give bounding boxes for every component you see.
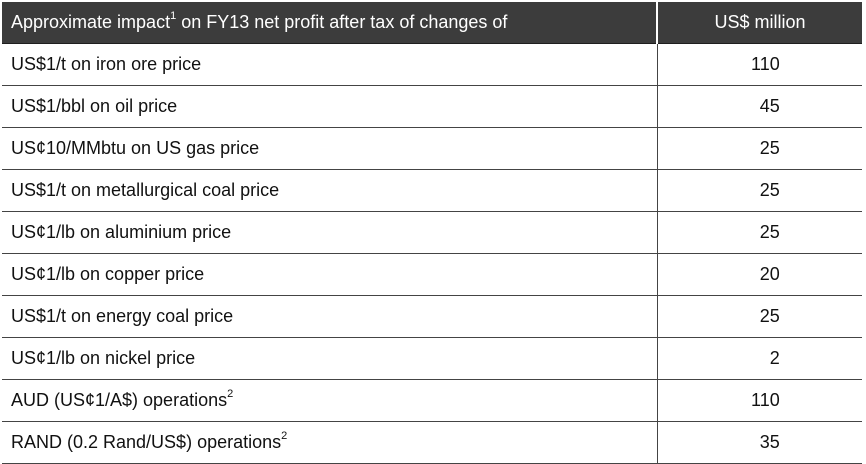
row-label-cell: US$1/t on energy coal price [2, 295, 658, 338]
row-label-cell: US¢1/lb on nickel price [2, 337, 658, 380]
table-row: US¢1/lb on nickel price 2 [2, 337, 862, 380]
row-label: US$1/t on metallurgical coal price [11, 180, 280, 200]
table-row: US¢1/lb on aluminium price 25 [2, 211, 862, 254]
row-value-cell: 45 [657, 85, 862, 128]
header-row: Approximate impact1 on FY13 net profit a… [2, 2, 862, 44]
header-label-cell: Approximate impact1 on FY13 net profit a… [2, 2, 658, 44]
row-footnote-marker: 2 [227, 388, 234, 400]
row-label-cell: RAND (0.2 Rand/US$) operations2 [2, 421, 658, 464]
row-footnote-marker: 2 [281, 430, 288, 442]
row-value: 110 [751, 390, 780, 410]
row-value-cell: 25 [657, 169, 862, 212]
table-row: US$1/t on metallurgical coal price 25 [2, 169, 862, 212]
row-value: 25 [759, 222, 780, 242]
table-row: US$1/t on energy coal price 25 [2, 295, 862, 338]
table-row: US$1/bbl on oil price 45 [2, 85, 862, 128]
table-row: RAND (0.2 Rand/US$) operations2 35 [2, 421, 862, 464]
row-label: AUD (US¢1/A$) operations [11, 390, 228, 410]
row-value-cell: 25 [657, 211, 862, 254]
table-body: US$1/t on iron ore price 110 US$1/bbl on… [2, 43, 862, 464]
row-value-cell: 25 [657, 127, 862, 170]
row-value-cell: 2 [657, 337, 862, 380]
table-row: AUD (US¢1/A$) operations2 110 [2, 379, 862, 422]
row-value-cell: 110 [657, 43, 862, 86]
table-row: US¢10/MMbtu on US gas price 25 [2, 127, 862, 170]
header-label-main: Approximate impact [11, 12, 171, 32]
row-label: US¢1/lb on nickel price [11, 348, 196, 368]
row-value: 2 [769, 348, 780, 368]
table-row: US$1/t on iron ore price 110 [2, 43, 862, 86]
row-label: US¢1/lb on copper price [11, 264, 205, 284]
row-label: US¢1/lb on aluminium price [11, 222, 232, 242]
row-label-cell: US¢10/MMbtu on US gas price [2, 127, 658, 170]
row-value-cell: 20 [657, 253, 862, 296]
row-label: US$1/bbl on oil price [11, 96, 178, 116]
row-value: 25 [759, 138, 780, 158]
row-value-cell: 110 [657, 379, 862, 422]
row-value-cell: 25 [657, 295, 862, 338]
row-label-cell: US¢1/lb on copper price [2, 253, 658, 296]
row-value: 35 [759, 432, 780, 452]
row-label: RAND (0.2 Rand/US$) operations [11, 432, 282, 452]
header-footnote-marker: 1 [170, 10, 177, 22]
table-row: US¢1/lb on copper price 20 [2, 253, 862, 296]
header-label-rest: on FY13 net profit after tax of changes … [176, 12, 508, 32]
row-value: 110 [751, 54, 780, 74]
header-value-cell: US$ million [657, 2, 862, 44]
row-label-cell: US¢1/lb on aluminium price [2, 211, 658, 254]
row-label-cell: US$1/bbl on oil price [2, 85, 658, 128]
row-label-cell: US$1/t on iron ore price [2, 43, 658, 86]
row-label-cell: AUD (US¢1/A$) operations2 [2, 379, 658, 422]
row-label: US$1/t on energy coal price [11, 306, 234, 326]
row-value: 25 [759, 306, 780, 326]
row-label: US¢10/MMbtu on US gas price [11, 138, 260, 158]
row-label: US$1/t on iron ore price [11, 54, 202, 74]
row-value: 25 [759, 180, 780, 200]
row-value: 45 [759, 96, 780, 116]
row-label-cell: US$1/t on metallurgical coal price [2, 169, 658, 212]
table-header: Approximate impact1 on FY13 net profit a… [2, 2, 862, 44]
row-value-cell: 35 [657, 421, 862, 464]
row-value: 20 [759, 264, 780, 284]
